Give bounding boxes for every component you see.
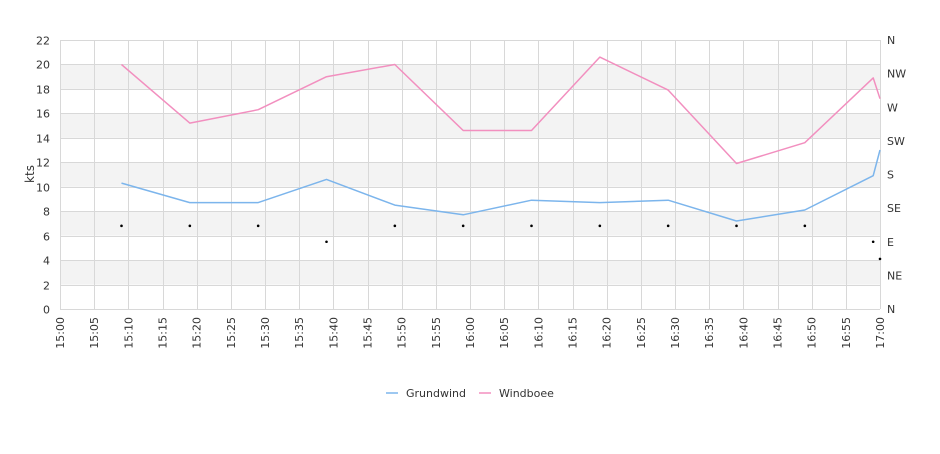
x-tick-label: 15:30	[259, 317, 272, 349]
y2-tick-label: N	[887, 303, 895, 316]
legend-label: Grundwind	[406, 387, 466, 400]
x-tick-label: 15:20	[191, 317, 204, 349]
x-tick-label: 15:10	[122, 317, 135, 349]
y2-tick-label: S	[887, 169, 894, 182]
y-tick-label: 22	[36, 35, 50, 48]
y-tick-label: 18	[36, 84, 50, 97]
y-tick-label: 4	[43, 255, 50, 268]
direction-marker	[257, 225, 260, 228]
x-tick-label: 15:50	[396, 317, 409, 349]
y2-tick-label: N	[887, 34, 895, 47]
x-tick-label: 15:15	[157, 317, 170, 349]
y2-tick-label: NE	[887, 269, 902, 282]
y-tick-label: 6	[43, 231, 50, 244]
direction-marker	[879, 258, 882, 261]
y-tick-label: 16	[36, 108, 50, 121]
x-tick-label: 15:40	[327, 317, 340, 349]
y2-tick-label: SE	[887, 202, 901, 215]
direction-marker	[804, 225, 807, 228]
direction-marker	[462, 225, 465, 228]
x-tick-label: 16:35	[703, 317, 716, 349]
y-tick-label: 12	[36, 157, 50, 170]
x-tick-label: 16:10	[532, 317, 545, 349]
x-tick-label: 17:00	[874, 317, 887, 349]
direction-marker	[189, 225, 192, 228]
x-tick-label: 15:00	[54, 317, 67, 349]
x-axis-ticks: 15:00 15:05 15:10 15:15 15:20 15:25 15:30 15:35…	[54, 317, 887, 349]
y2-tick-label: W	[887, 101, 898, 114]
direction-marker	[120, 225, 123, 228]
direction-marker	[872, 240, 875, 243]
x-tick-label: 16:25	[635, 317, 648, 349]
x-tick-label: 15:35	[293, 317, 306, 349]
y2-axis-ticks: N NE E SE S SW W NW N	[887, 34, 906, 316]
y-tick-label: 0	[43, 304, 50, 317]
x-tick-label: 16:00	[464, 317, 477, 349]
direction-marker	[667, 225, 670, 228]
x-tick-label: 16:30	[669, 317, 682, 349]
legend: Grundwind Windboee	[386, 387, 554, 400]
x-tick-label: 16:50	[806, 317, 819, 349]
y2-tick-label: NW	[887, 68, 906, 81]
x-tick-label: 16:05	[498, 317, 511, 349]
y-tick-label: 20	[36, 59, 50, 72]
y-tick-label: 14	[36, 133, 50, 146]
x-tick-label: 15:45	[362, 317, 375, 349]
y2-tick-label: SW	[887, 135, 905, 148]
y-axis-ticks: 0 2 4 6 8 10 12 14 16 18 20 22	[36, 35, 50, 317]
direction-marker	[325, 240, 328, 243]
x-tick-label: 16:20	[601, 317, 614, 349]
y-tick-label: 2	[43, 280, 50, 293]
direction-marker	[530, 225, 533, 228]
direction-marker	[599, 225, 602, 228]
x-tick-label: 15:05	[88, 317, 101, 349]
x-tick-label: 16:40	[737, 317, 750, 349]
x-tick-label: 16:15	[567, 317, 580, 349]
y-axis-label: kts	[23, 165, 37, 183]
direction-marker	[735, 225, 738, 228]
y-tick-label: 8	[43, 206, 50, 219]
y-tick-label: 10	[36, 182, 50, 195]
x-tick-label: 16:55	[840, 317, 853, 349]
direction-marker	[394, 225, 397, 228]
legend-label: Windboee	[499, 387, 554, 400]
x-tick-label: 15:25	[225, 317, 238, 349]
x-tick-label: 15:55	[430, 317, 443, 349]
y2-tick-label: E	[887, 236, 894, 249]
x-tick-label: 16:45	[772, 317, 785, 349]
